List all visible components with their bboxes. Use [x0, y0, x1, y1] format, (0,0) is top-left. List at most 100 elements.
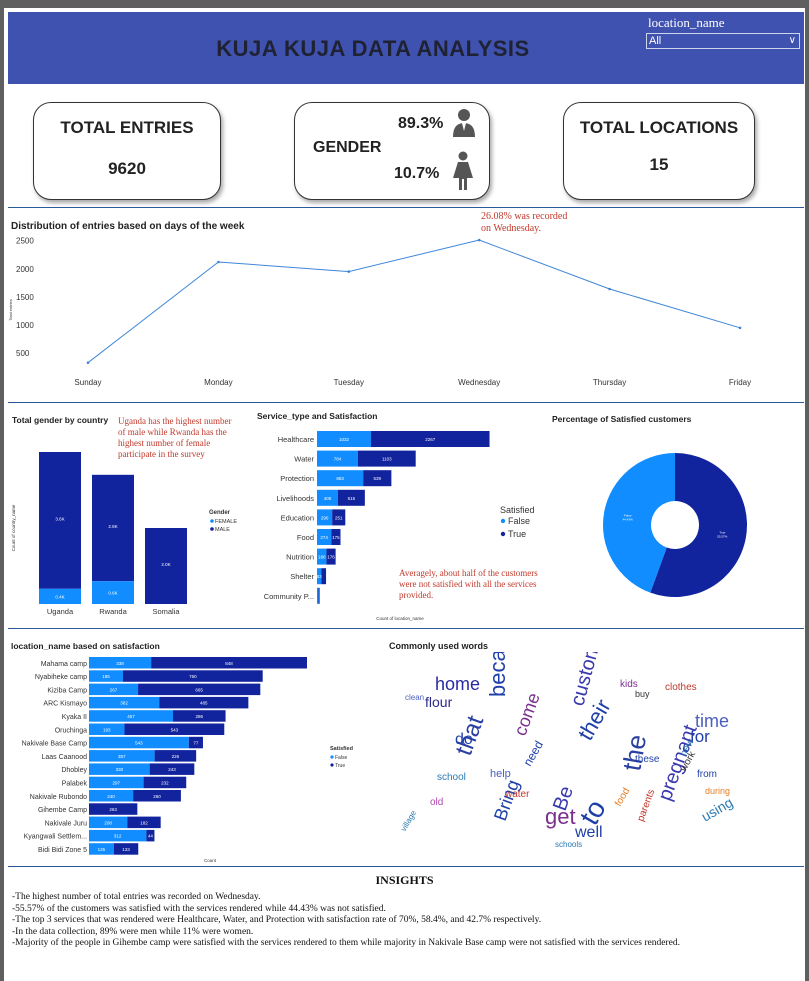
word-cloud-word: village [399, 808, 418, 833]
male-bar [92, 474, 134, 582]
y-tick-label: Water [294, 455, 314, 464]
word-cloud-word: because [485, 652, 510, 697]
false-bar [89, 776, 144, 789]
word-cloud-word: help [490, 768, 511, 780]
word-cloud-word: get [545, 804, 576, 829]
word-cloud-word: flour [425, 694, 453, 710]
female-percentage: 10.7% [394, 165, 440, 182]
false-bar [317, 431, 371, 447]
true-bar [318, 587, 320, 604]
y-tick-label: Nakivale Rubondo [30, 794, 87, 801]
false-bar [89, 736, 189, 749]
true-data-label: 44 [148, 834, 154, 839]
word-cloud-word: water [504, 789, 530, 800]
true-bar [363, 470, 392, 487]
y-tick-label: Education [281, 513, 314, 522]
false-data-label: 457 [127, 714, 135, 719]
false-bar [89, 683, 139, 696]
insight-line: -55.57% of the customers was satisfied w… [12, 903, 386, 914]
line-chart-title: Distribution of entries based on days of… [11, 221, 245, 232]
word-cloud-word: schools [555, 840, 582, 849]
false-bar [317, 587, 319, 604]
false-bar [89, 750, 155, 762]
location-slicer-dropdown[interactable]: All ∨ [646, 33, 800, 49]
true-bar [358, 450, 416, 467]
slicer-value: All [649, 35, 662, 47]
x-tick-label: Uganda [47, 607, 74, 616]
legend-marker-true [330, 763, 334, 767]
y-axis-label: Total entries [8, 299, 13, 321]
legend-title: Satisfied [500, 505, 535, 515]
y-axis-label: Count of country_name [11, 504, 16, 551]
word-cloud-word: parents [635, 788, 657, 823]
true-bar [370, 431, 490, 447]
false-data-label: 543 [135, 741, 143, 746]
false-data-label: 135 [98, 847, 106, 852]
total-entries-label: TOTAL ENTRIES [60, 118, 194, 137]
x-tick-label: Wednesday [458, 378, 500, 387]
word-cloud-word: old [430, 797, 443, 808]
y-tick-label: Shelter [290, 572, 314, 581]
true-data-label: 176 [327, 555, 335, 560]
false-bar [89, 763, 150, 775]
y-tick-label: Food [297, 533, 314, 542]
y-tick-label: Community P... [264, 592, 314, 601]
false-bar [317, 568, 322, 585]
location-chart-title: location_name based on satisfaction [11, 641, 160, 651]
male-data-label: 3.6K [55, 516, 64, 521]
true-bar [321, 568, 327, 585]
gender-chart-annotation: Uganda has the highest number of male wh… [118, 416, 232, 459]
y-tick-label: ARC Kismayo [43, 701, 87, 708]
donut-data-label: 55.57% [717, 534, 728, 538]
word-cloud-word: do [455, 731, 473, 748]
word-cloud-word: buy [635, 689, 650, 699]
total-locations-card: TOTAL LOCATIONS 15 [563, 102, 755, 200]
word-cloud-word: kids [620, 679, 638, 690]
false-data-label: 240 [107, 794, 115, 799]
x-tick-label: Monday [204, 378, 232, 387]
legend-label: True [508, 529, 526, 539]
legend-marker-false [330, 755, 334, 759]
pie-chart-title: Percentage of Satisfied customers [552, 414, 692, 424]
true-data-label: 251 [335, 515, 343, 520]
x-tick-label: Thursday [593, 378, 626, 387]
true-data-label: 2267 [425, 437, 436, 442]
legend-label: True [335, 763, 345, 769]
total-entries-value: 9620 [108, 159, 146, 178]
false-data-label: 330 [116, 767, 124, 772]
true-data-label: 665 [195, 687, 203, 692]
line-point [477, 238, 481, 242]
wordcloud-title: Commonly used words [389, 641, 489, 651]
word-cloud-word: food [613, 786, 632, 808]
legend-marker-true [500, 531, 506, 537]
word-cloud-word: these [635, 754, 660, 765]
male-data-label: 2.0K [161, 562, 170, 567]
false-data-label: 180 [318, 555, 326, 560]
true-bar [159, 696, 249, 709]
y-tick-label: Gihembe Camp [38, 807, 87, 814]
total-locations-label: TOTAL LOCATIONS [579, 118, 739, 137]
true-bar [127, 816, 161, 829]
false-data-label: 357 [118, 754, 126, 759]
true-bar [172, 710, 226, 722]
true-bar [123, 670, 263, 682]
chevron-down-icon[interactable]: ∨ [788, 35, 796, 46]
false-data-label: 267 [110, 687, 118, 692]
word-cloud-word: school [437, 772, 466, 783]
true-data-label: 1103 [382, 457, 392, 462]
word-cloud-word: Bring [490, 777, 523, 823]
female-person-icon [453, 151, 473, 190]
window-frame-left [0, 0, 4, 981]
window-frame-top [0, 0, 809, 8]
male-data-label: 2.8K [108, 524, 117, 529]
section-divider [8, 628, 804, 629]
true-data-label: 77 [193, 741, 199, 746]
insight-line: -Majority of the people in Gihembe camp … [12, 938, 680, 948]
true-data-label: 175 [332, 535, 340, 540]
female-data-label: 0.4K [55, 594, 64, 599]
female-data-label: 0.6K [108, 591, 117, 596]
y-tick-label: Bidi Bidi Zone 5 [38, 847, 87, 854]
insights-title: INSIGHTS [375, 873, 434, 887]
false-data-label: 193 [103, 727, 111, 732]
y-tick-label: Nyabiheke camp [35, 674, 87, 681]
